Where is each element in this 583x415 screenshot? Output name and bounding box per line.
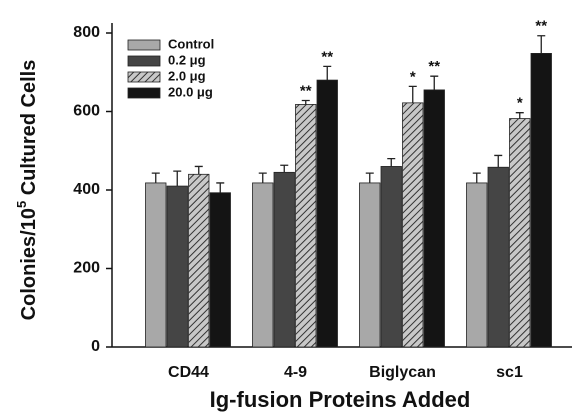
error-bar (258, 172, 267, 183)
significance: ** (321, 48, 333, 65)
legend-label: Control (168, 36, 214, 51)
legend-label: 20.0 μg (168, 84, 213, 99)
error-bar (430, 75, 439, 90)
error-bar (365, 172, 374, 183)
error-bar (151, 172, 160, 183)
y-label-sup: 5 (14, 201, 29, 208)
x-tick-label: CD44 (168, 364, 209, 381)
error-bar (472, 172, 481, 183)
y-tick-label: 200 (73, 260, 100, 277)
bar (423, 89, 445, 348)
bar (209, 192, 231, 348)
significance: ** (428, 58, 440, 75)
error-bar (387, 157, 396, 167)
error-bar (494, 154, 503, 168)
significance: * (410, 68, 416, 85)
significance: ** (300, 82, 312, 99)
y-label-rest: Cultured Cells (18, 60, 40, 201)
legend-swatch (127, 87, 161, 99)
x-tick-label: 4-9 (284, 364, 307, 381)
legend-label: 2.0 μg (168, 68, 206, 83)
bar (295, 104, 317, 348)
legend-label: 0.2 μg (168, 52, 206, 67)
legend-swatch (127, 39, 161, 51)
y-label-base: Colonies/10 (18, 208, 40, 320)
error-bar (301, 99, 310, 105)
significance: ** (535, 18, 547, 35)
bar (402, 102, 424, 348)
error-bar (408, 85, 417, 103)
legend-swatch (127, 55, 161, 67)
error-bar (173, 170, 182, 187)
bar (380, 166, 402, 348)
error-bar (515, 112, 524, 119)
x-tick-label: Biglycan (369, 364, 436, 381)
y-tick-label: 600 (73, 103, 100, 120)
bar (316, 79, 338, 348)
x-tick-label: sc1 (496, 364, 523, 381)
bar (188, 173, 210, 348)
error-bar (194, 165, 203, 175)
bar (487, 166, 509, 348)
error-bar (280, 164, 289, 173)
bar (273, 171, 295, 348)
error-bar (216, 182, 225, 193)
y-tick-label: 0 (91, 338, 100, 355)
y-axis-label: Colonies/105 Cultured Cells (14, 60, 40, 321)
bar (166, 185, 188, 348)
y-tick-label: 800 (73, 24, 100, 41)
y-tick-label: 400 (73, 181, 100, 198)
significance: * (517, 95, 523, 112)
bar (530, 53, 552, 348)
bar (252, 182, 274, 348)
bar (466, 182, 488, 348)
bar (359, 182, 381, 348)
x-axis-label: Ig-fusion Proteins Added (210, 387, 471, 412)
error-bar (323, 65, 332, 81)
legend-swatch (127, 71, 161, 83)
error-bar (537, 35, 546, 54)
bar (145, 182, 167, 348)
bar (509, 118, 531, 348)
